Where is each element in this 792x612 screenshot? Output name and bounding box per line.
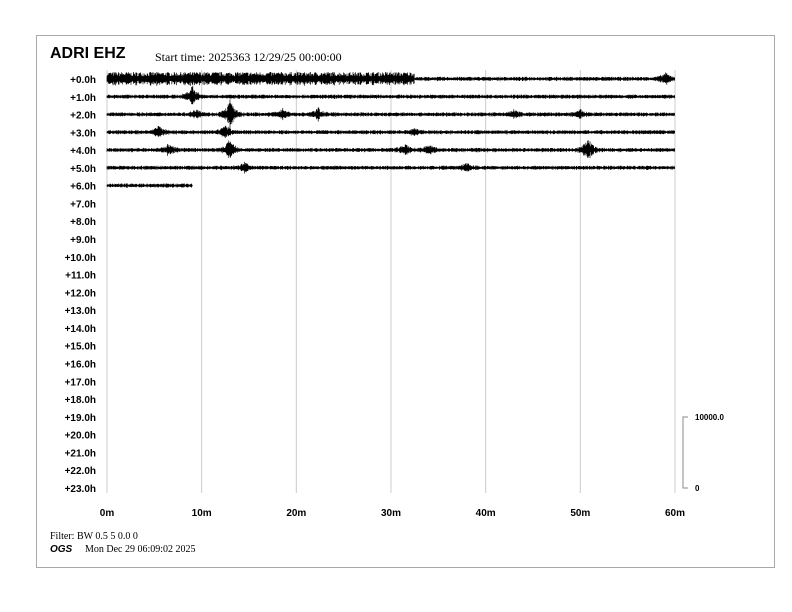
x-tick-label: 30m <box>381 508 401 519</box>
row-label: +22.0h <box>65 466 96 477</box>
row-label: +18.0h <box>65 395 96 406</box>
row-label: +0.0h <box>70 75 96 86</box>
row-label: +13.0h <box>65 306 96 317</box>
station-title: ADRI EHZ <box>50 45 126 62</box>
trace-row-1 <box>106 86 675 105</box>
trace-row-4 <box>106 140 675 158</box>
row-label: +16.0h <box>65 359 96 370</box>
trace-row-5 <box>106 161 675 174</box>
plot-frame <box>36 35 775 568</box>
amplitude-scale-bar <box>682 416 688 489</box>
row-label: +8.0h <box>70 217 96 228</box>
row-label: +23.0h <box>65 484 96 495</box>
row-label: +3.0h <box>70 128 96 139</box>
x-tick-label: 60m <box>665 508 685 519</box>
row-label: +11.0h <box>65 271 96 282</box>
row-label: +7.0h <box>70 199 96 210</box>
row-label: +12.0h <box>65 288 96 299</box>
scale-bottom-label: 0 <box>695 484 700 493</box>
x-tick-label: 50m <box>570 508 590 519</box>
row-label: +19.0h <box>65 413 96 424</box>
row-label: +20.0h <box>65 431 96 442</box>
row-label: +2.0h <box>70 111 96 122</box>
row-label: +4.0h <box>70 146 96 157</box>
row-label: +9.0h <box>70 235 96 246</box>
generated-timestamp: Mon Dec 29 06:09:02 2025 <box>85 544 196 555</box>
trace-row-2 <box>106 99 675 130</box>
scale-top-label: 10000.0 <box>695 413 724 422</box>
filter-info: Filter: BW 0.5 5 0.0 0 <box>50 531 138 542</box>
row-label: +10.0h <box>65 253 96 264</box>
row-label: +14.0h <box>65 324 96 335</box>
row-label: +15.0h <box>65 342 96 353</box>
row-label: +17.0h <box>65 377 96 388</box>
x-tick-label: 40m <box>476 508 496 519</box>
trace-row-0 <box>106 72 675 86</box>
trace-row-6 <box>106 183 193 188</box>
x-tick-label: 20m <box>286 508 306 519</box>
x-tick-label: 10m <box>192 508 212 519</box>
org-label: OGS <box>50 544 73 555</box>
row-label: +21.0h <box>65 448 96 459</box>
row-label: +6.0h <box>70 182 96 193</box>
x-tick-label: 0m <box>100 508 115 519</box>
start-time: Start time: 2025363 12/29/25 00:00:00 <box>155 50 342 64</box>
trace-row-3 <box>106 125 675 138</box>
row-label: +5.0h <box>70 164 96 175</box>
row-label: +1.0h <box>70 93 96 104</box>
